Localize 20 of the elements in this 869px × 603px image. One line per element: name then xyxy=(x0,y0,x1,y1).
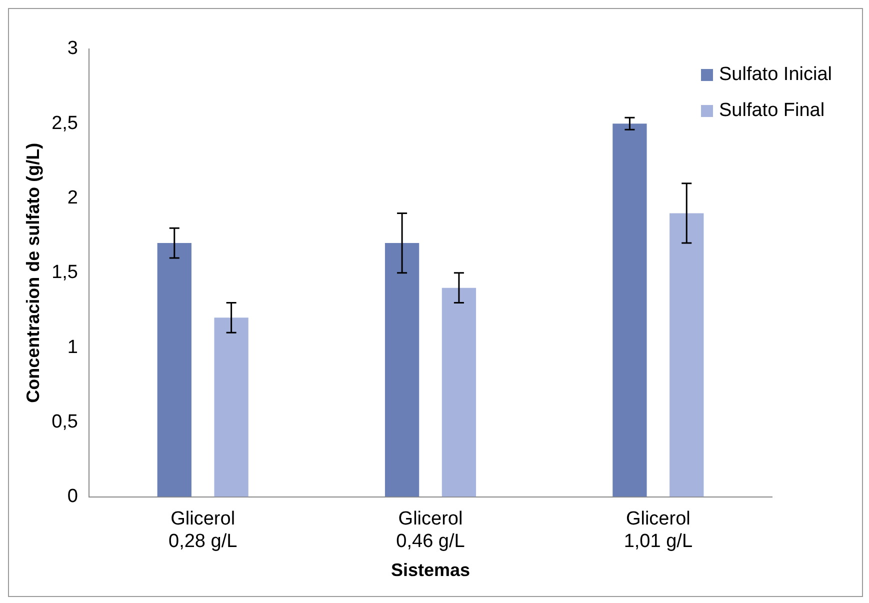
y-tick-label: 2 xyxy=(67,188,78,208)
x-tick-label: Glicerol 1,01 g/L xyxy=(624,508,693,552)
y-tick-label: 3 xyxy=(67,38,78,60)
bar xyxy=(612,124,647,497)
x-tick-label: Glicerol 0,46 g/L xyxy=(396,508,465,552)
y-tick-label: 1,5 xyxy=(52,262,78,284)
y-axis-title: Concentracion de sulfato (g/L) xyxy=(22,142,43,403)
legend-label: Sulfato Final xyxy=(718,100,825,122)
bar xyxy=(214,318,248,497)
bar xyxy=(384,243,420,497)
bar xyxy=(670,213,704,497)
x-axis-title: Sistemas xyxy=(390,560,470,580)
x-tick-label: Glicerol 0,28 g/L xyxy=(168,508,238,552)
y-tick-label: 0 xyxy=(67,486,78,508)
bar xyxy=(442,288,476,497)
y-tick-label: 1 xyxy=(67,336,78,358)
y-tick-label: 2,5 xyxy=(52,112,78,134)
legend-label: Sulfato Inicial xyxy=(718,64,832,86)
y-tick-label: 0,5 xyxy=(52,411,78,432)
bar xyxy=(157,243,192,497)
